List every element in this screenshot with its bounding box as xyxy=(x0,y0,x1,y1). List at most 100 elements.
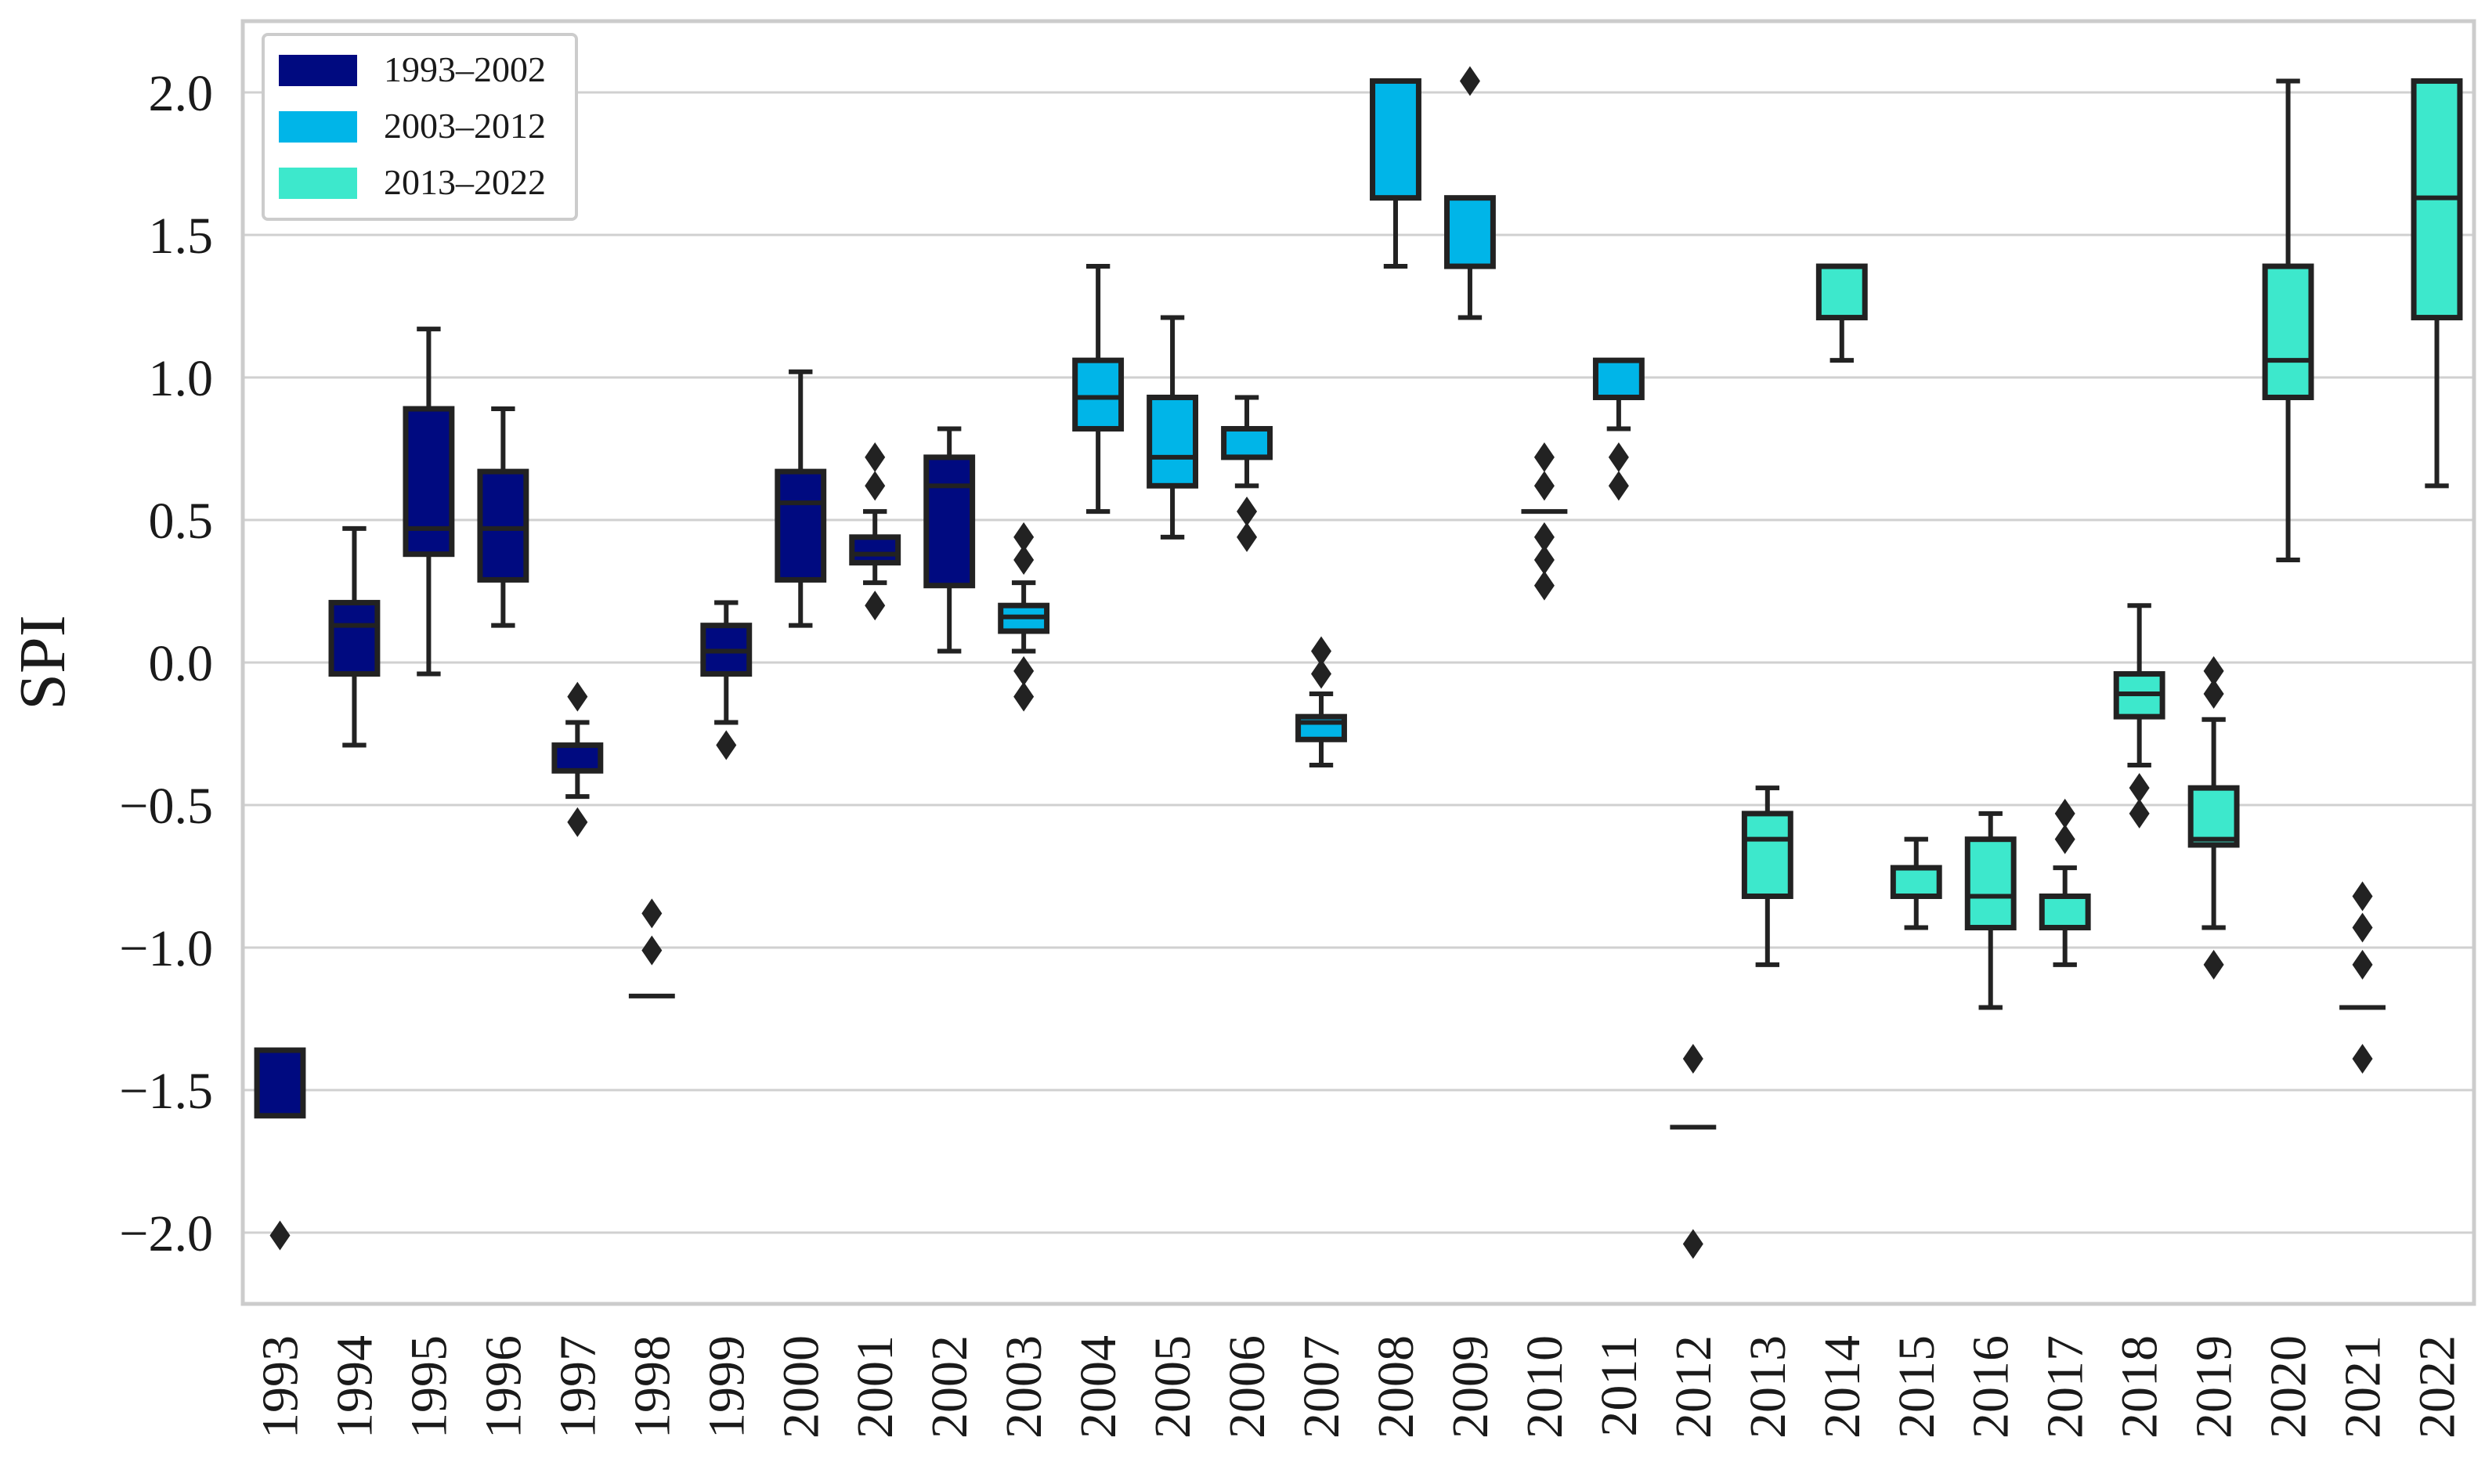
outlier-point xyxy=(1311,636,1332,666)
x-tick-label: 2020 xyxy=(2260,1335,2317,1439)
x-tick-label: 2021 xyxy=(2335,1335,2392,1439)
outlier-point xyxy=(1533,522,1555,552)
iqr-box xyxy=(1815,263,1868,321)
y-tick-labels: −2.0 −1.5 −1.0 −0.5 0.0 0.5 1.0 1.5 2.0 xyxy=(119,65,213,1262)
box-2013 xyxy=(1741,785,1793,967)
x-tick-label: 2015 xyxy=(1888,1335,1945,1439)
x-tick-label: 2005 xyxy=(1144,1335,1201,1439)
grid-layer xyxy=(243,91,2474,1234)
box-2019 xyxy=(2187,655,2240,980)
box-1995 xyxy=(403,327,455,677)
outlier-point xyxy=(2352,881,2373,912)
iqr-box xyxy=(403,406,455,558)
outlier-point xyxy=(1013,681,1035,712)
outlier-point xyxy=(2352,949,2373,980)
box-2015 xyxy=(1890,836,1942,930)
box-2021 xyxy=(2339,881,2386,1074)
iqr-box xyxy=(477,468,529,583)
iqr-box xyxy=(923,454,976,589)
box-2003 xyxy=(998,522,1050,712)
iqr-box xyxy=(849,534,901,566)
x-tick-label: 2003 xyxy=(995,1335,1053,1439)
iqr-box xyxy=(1221,426,1273,460)
iqr-box xyxy=(1592,357,1645,400)
outlier-point xyxy=(1013,522,1035,552)
x-tick-label: 1997 xyxy=(549,1335,606,1439)
iqr-box xyxy=(1890,865,1942,899)
outlier-point xyxy=(1682,1229,1703,1259)
box-2022 xyxy=(2411,78,2463,489)
box-2007 xyxy=(1295,636,1347,768)
box-1998 xyxy=(628,898,675,998)
outlier-point xyxy=(2129,798,2150,829)
iqr-box xyxy=(775,468,827,583)
box-2011 xyxy=(1592,357,1645,501)
iqr-box xyxy=(1147,394,1199,489)
outlier-point xyxy=(1608,471,1629,501)
box-1993 xyxy=(254,1047,306,1251)
outlier-point xyxy=(1237,496,1258,527)
outlier-point xyxy=(1608,442,1629,472)
iqr-box xyxy=(2187,785,2240,848)
box-2018 xyxy=(2113,603,2165,829)
x-tick-label: 2014 xyxy=(1814,1335,1871,1439)
outlier-point xyxy=(716,730,737,760)
iqr-box xyxy=(1072,357,1125,432)
box-2012 xyxy=(1670,1043,1717,1259)
outlier-point xyxy=(2203,679,2224,710)
outlier-point xyxy=(1459,66,1480,96)
x-tick-label: 1993 xyxy=(251,1335,309,1439)
x-tick-label: 1994 xyxy=(326,1335,383,1439)
x-tick-label: 2013 xyxy=(1739,1335,1797,1439)
y-tick-label: −0.5 xyxy=(119,778,213,835)
outlier-point xyxy=(865,471,886,501)
x-tick-label: 2011 xyxy=(1591,1335,1648,1437)
iqr-box xyxy=(2039,893,2091,931)
x-tick-label: 2008 xyxy=(1367,1335,1425,1439)
box-2004 xyxy=(1072,264,1125,515)
iqr-box xyxy=(254,1047,306,1119)
outlier-point xyxy=(865,590,886,621)
iqr-box xyxy=(551,742,604,774)
box-1997 xyxy=(551,681,604,837)
outlier-point xyxy=(2203,655,2224,686)
legend: 1993–2002 2003–2012 2013–2022 xyxy=(262,33,578,221)
outlier-point xyxy=(1533,471,1555,501)
x-tick-label: 2012 xyxy=(1665,1335,1722,1439)
box-2017 xyxy=(2039,798,2091,967)
box-2020 xyxy=(2262,78,2314,562)
y-tick-label: 1.5 xyxy=(149,208,214,265)
outlier-point xyxy=(1533,442,1555,472)
y-tick-label: −1.5 xyxy=(119,1063,213,1120)
outlier-point xyxy=(1682,1043,1703,1074)
box-2005 xyxy=(1147,315,1199,540)
x-tick-label: 2000 xyxy=(772,1335,829,1439)
x-tick-label: 1995 xyxy=(400,1335,457,1439)
outlier-point xyxy=(1237,522,1258,552)
legend-swatch xyxy=(279,55,357,86)
box-1994 xyxy=(328,525,381,748)
outlier-point xyxy=(865,442,886,472)
outlier-point xyxy=(2352,912,2373,943)
x-tick-label: 2017 xyxy=(2037,1335,2094,1439)
iqr-box xyxy=(1444,195,1496,269)
outlier-point xyxy=(1013,655,1035,686)
x-tick-label: 1996 xyxy=(475,1335,532,1439)
box-2008 xyxy=(1370,78,1421,269)
box-2014 xyxy=(1815,263,1868,363)
iqr-box xyxy=(1964,836,2017,931)
legend-swatch xyxy=(279,111,357,143)
x-tick-label: 2002 xyxy=(921,1335,978,1439)
y-tick-label: 1.0 xyxy=(149,350,214,407)
x-tick-label: 2019 xyxy=(2186,1335,2243,1439)
y-tick-label: 0.0 xyxy=(149,635,214,692)
legend-entry-label: 1993–2002 xyxy=(384,49,546,89)
outlier-point xyxy=(1533,544,1555,575)
outlier-point xyxy=(1533,570,1555,601)
box-2000 xyxy=(775,369,827,628)
y-tick-label: −1.0 xyxy=(119,920,213,977)
plot-frame xyxy=(240,19,2476,1306)
x-tick-label: 2007 xyxy=(1293,1335,1350,1439)
outlier-point xyxy=(269,1220,291,1251)
